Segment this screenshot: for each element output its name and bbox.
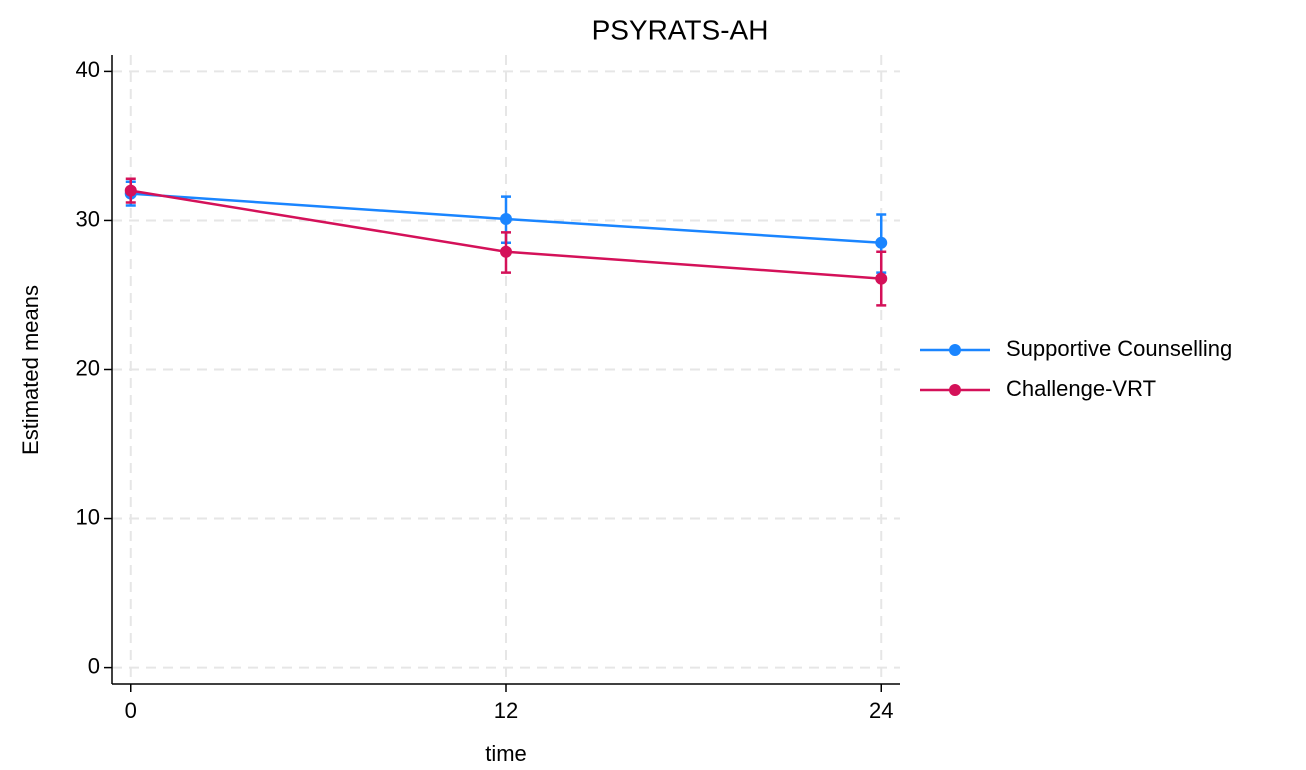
x-tick-label: 0 [125, 698, 137, 723]
point [500, 245, 512, 258]
point [875, 272, 888, 285]
y-tick-label: 30 [76, 206, 100, 231]
legend-marker [949, 384, 961, 396]
legend-label: Supportive Counselling [1006, 336, 1232, 361]
legend-marker [949, 344, 961, 356]
chart-title: PSYRATS-AH [592, 14, 769, 45]
x-axis-label: time [485, 741, 527, 766]
y-tick-label: 40 [76, 57, 100, 82]
point [500, 212, 512, 225]
legend-label: Challenge-VRT [1006, 376, 1156, 401]
x-tick-label: 12 [494, 698, 518, 723]
y-tick-label: 20 [76, 355, 100, 380]
y-tick-label: 10 [76, 504, 100, 529]
y-tick-label: 0 [88, 653, 100, 678]
y-axis-label: Estimated means [18, 285, 43, 455]
point [124, 184, 137, 197]
x-tick-label: 24 [869, 698, 893, 723]
point [875, 236, 888, 249]
